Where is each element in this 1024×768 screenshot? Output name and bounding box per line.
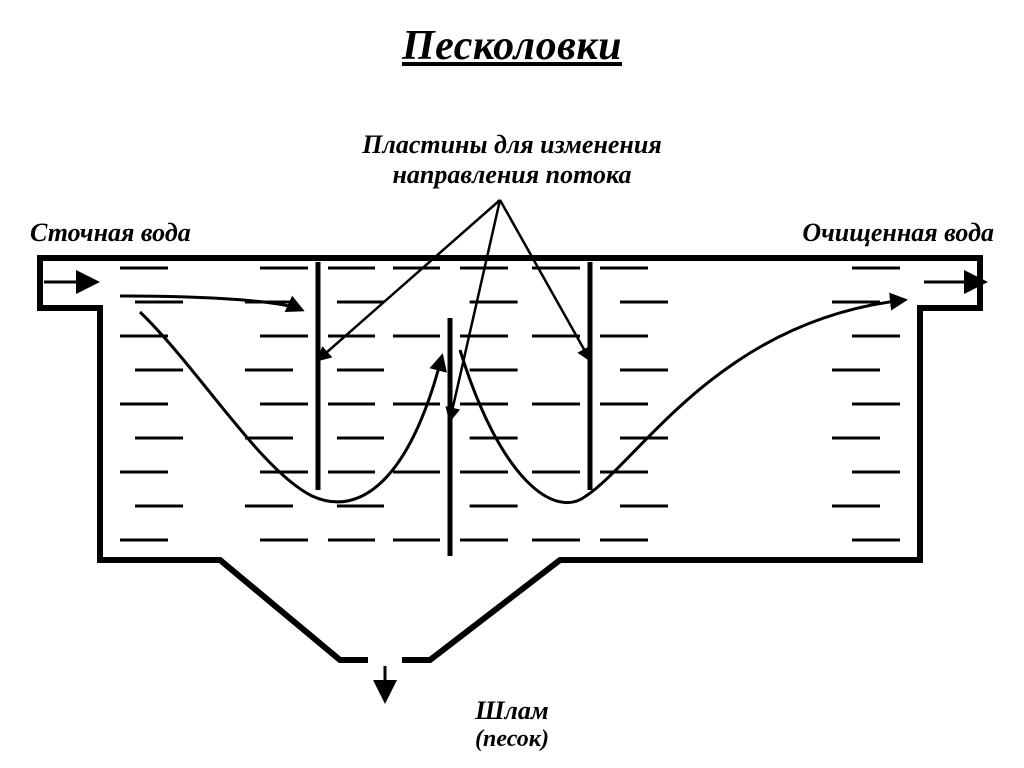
callout-line-1 bbox=[450, 200, 500, 420]
sand-trap-diagram bbox=[0, 0, 1024, 768]
flow-curve-2 bbox=[460, 300, 905, 503]
